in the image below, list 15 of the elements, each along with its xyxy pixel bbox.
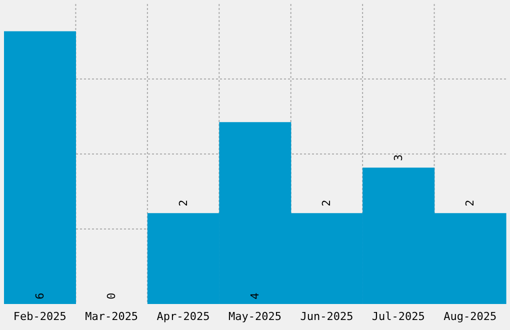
data-label: 0 [105,292,118,300]
data-label: 4 [248,292,262,300]
x-tick-label: Apr-2025 [156,310,210,323]
data-label: 2 [176,200,190,206]
x-tick-label: Jul-2025 [372,310,425,323]
data-label: 3 [392,154,405,161]
data-label: 6 [33,292,46,300]
x-tick-label: Aug-2025 [444,310,497,323]
bar [4,31,76,304]
data-label: 2 [464,200,477,206]
x-tick-label: Mar-2025 [85,310,138,323]
x-tick-label: Jun-2025 [300,310,354,323]
x-tick-label: May-2025 [228,310,282,323]
x-tick-label: Feb-2025 [13,310,66,323]
data-label: 2 [320,200,334,206]
